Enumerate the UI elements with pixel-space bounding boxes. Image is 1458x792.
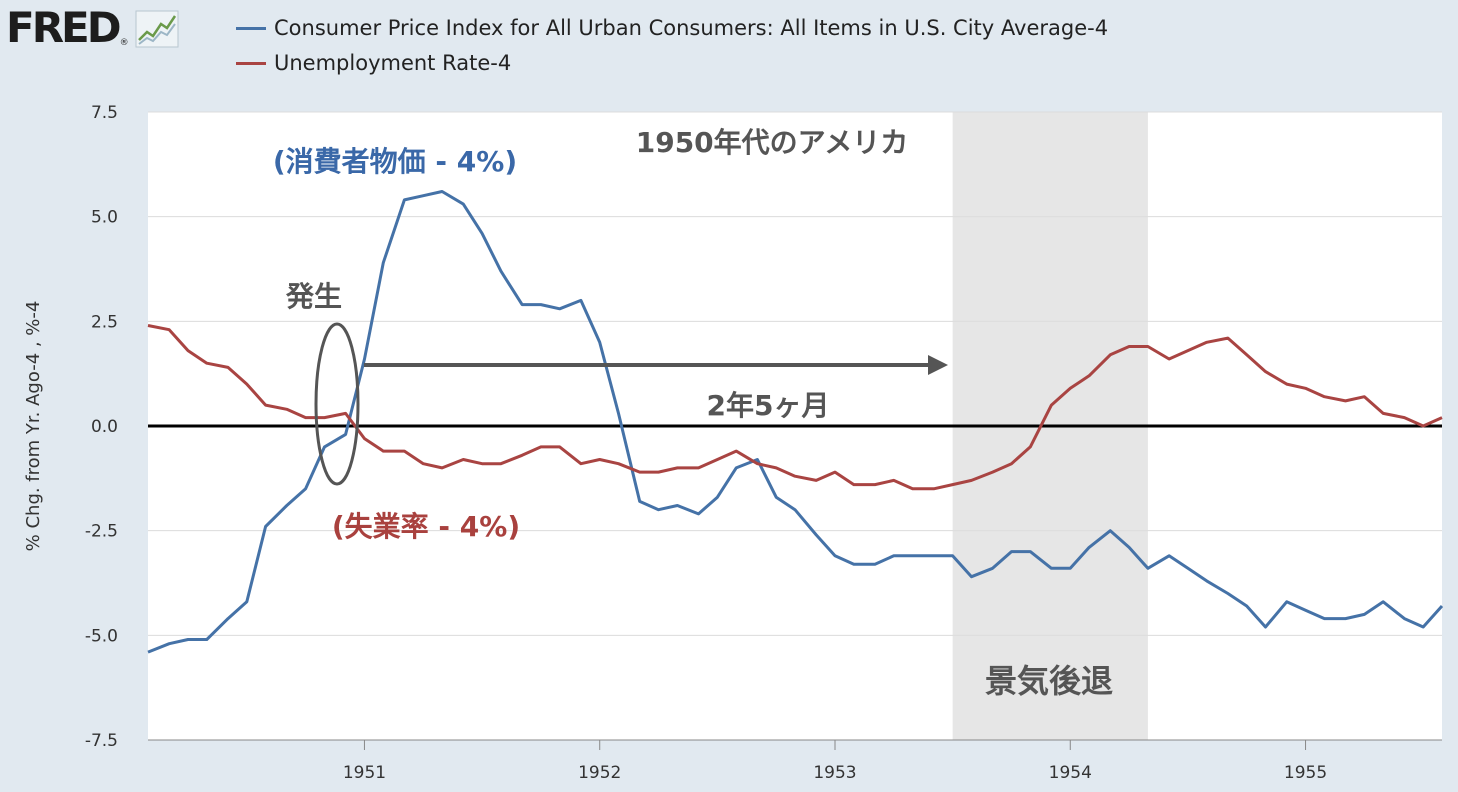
series-line-unemployment[interactable] — [147, 324, 1443, 491]
series-group — [147, 190, 1444, 654]
annotation-duration: 2年5ヶ月 — [707, 389, 830, 422]
legend-item-unemployment[interactable]: Unemployment Rate-4 — [236, 49, 511, 77]
y-axis-ticks: 7.5 5.0 2.5 0.0 -2.5 -5.0 -7.5 — [85, 103, 118, 751]
annotation-unemployment: (失業率 - 4%) — [332, 510, 520, 543]
y-tick-label: 2.5 — [91, 312, 118, 332]
legend-swatch-unemployment — [236, 61, 266, 65]
y-tick-label: 0.0 — [91, 417, 118, 437]
y-tick-label: -7.5 — [85, 731, 118, 751]
x-tick-label: 1952 — [578, 763, 621, 783]
legend-swatch-cpi — [236, 26, 266, 30]
legend-item-cpi[interactable]: Consumer Price Index for All Urban Consu… — [236, 14, 1108, 42]
y-tick-label: 7.5 — [91, 103, 118, 123]
x-tick-label: 1951 — [343, 763, 386, 783]
y-tick-label: 5.0 — [91, 208, 118, 228]
x-tick-label: 1954 — [1049, 763, 1092, 783]
annotation-cpi: (消費者物価 - 4%) — [273, 145, 517, 178]
series-line-cpi[interactable] — [147, 190, 1444, 654]
x-tick-label: 1953 — [813, 763, 856, 783]
y-axis-label: % Chg. from Yr. Ago-4 , %-4 — [23, 301, 44, 552]
header: FRED ® Consumer Price Index for All Urba… — [0, 0, 1458, 90]
x-tick-label: 1955 — [1284, 763, 1327, 783]
legend-label-cpi: Consumer Price Index for All Urban Consu… — [274, 16, 1109, 40]
annotation-title: 1950年代のアメリカ — [636, 126, 909, 159]
y-tick-label: -5.0 — [85, 626, 118, 646]
registered-mark: ® — [119, 38, 129, 48]
y-tick-label: -2.5 — [85, 522, 118, 542]
fred-logo[interactable]: FRED ® — [6, 4, 179, 52]
x-axis-ticks: 1951 1952 1953 1954 1955 — [148, 739, 1442, 783]
line-chart-icon — [135, 10, 179, 48]
annotation-recession: 景気後退 — [985, 662, 1113, 700]
legend-label-unemployment: Unemployment Rate-4 — [274, 51, 512, 75]
logo-text: FRED — [6, 3, 122, 52]
onset-ellipse — [314, 322, 360, 486]
duration-arrowhead — [928, 355, 948, 375]
annotation-onset: 発生 — [285, 280, 342, 313]
